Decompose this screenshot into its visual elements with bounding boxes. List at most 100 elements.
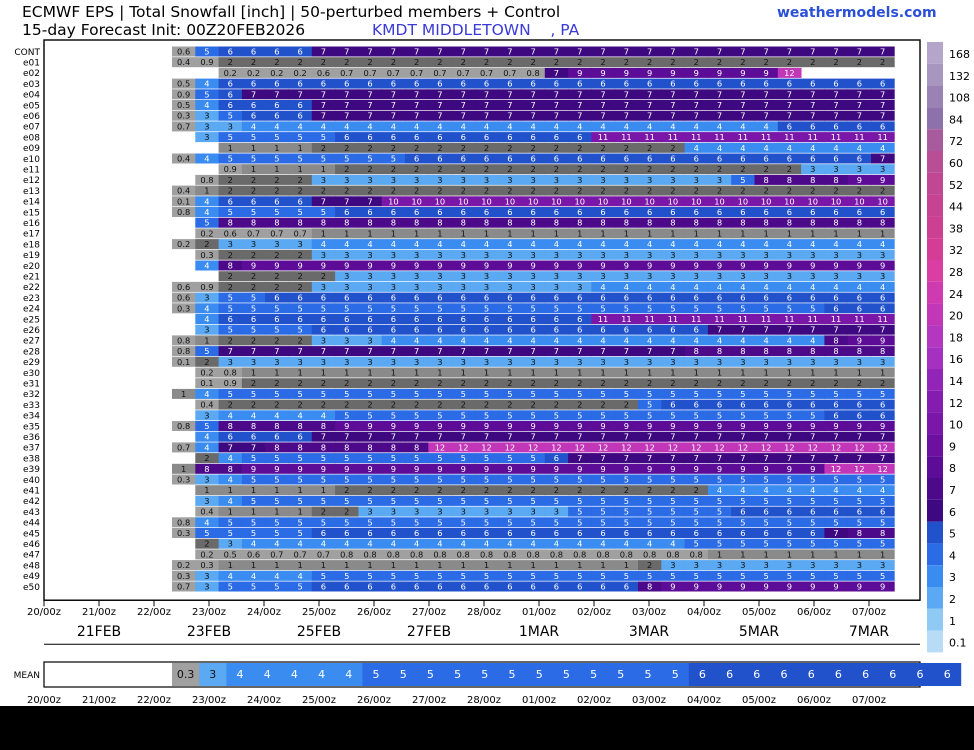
data-cell: [754, 324, 779, 335]
brand-link[interactable]: weathermodels.com: [777, 5, 937, 21]
data-cell: [661, 121, 685, 132]
cell-value: 7: [251, 442, 256, 452]
cell-value: 4: [810, 282, 815, 292]
cell-value: 4: [204, 261, 209, 271]
data-cell: [591, 89, 616, 100]
cell-value: 3: [577, 357, 582, 367]
data-cell: [568, 346, 592, 357]
tick-label: 20/00z: [27, 607, 61, 618]
data-cell: [428, 388, 452, 399]
cell-value: 5: [344, 571, 349, 581]
cell-value: 5: [600, 517, 605, 527]
data-cell: [428, 356, 452, 367]
cell-value: 6: [717, 528, 722, 538]
data-cell: [731, 217, 755, 228]
data-cell: [544, 185, 569, 196]
cell-value: 5: [391, 154, 396, 164]
data-cell: [474, 528, 499, 538]
data-cell: [731, 442, 755, 453]
data-cell: [474, 185, 499, 196]
data-cell: [614, 100, 639, 110]
date-label: 3MAR: [629, 624, 670, 640]
colorbar-segment: [927, 129, 943, 151]
cell-value: 7: [717, 89, 722, 99]
cell-value: 1: [577, 368, 582, 378]
cell-value: 8: [507, 218, 512, 228]
data-cell: [684, 378, 709, 389]
data-cell: [777, 207, 802, 217]
cell-value: 4: [531, 121, 536, 131]
data-cell: [288, 378, 313, 389]
data-cell: [335, 378, 359, 389]
data-cell: [405, 174, 429, 185]
data-cell: [824, 249, 849, 260]
data-cell: [358, 303, 383, 314]
data-cell: [568, 89, 592, 100]
cell-value: 2: [624, 400, 629, 410]
data-cell: [474, 174, 499, 185]
cell-value: 0.7: [294, 228, 307, 238]
cell-value: 5: [274, 154, 279, 164]
data-cell: [568, 570, 592, 581]
cell-value: 2: [833, 57, 838, 67]
cell-value: 6: [694, 79, 699, 89]
cell-value: 9: [414, 464, 419, 474]
data-cell: [451, 174, 476, 185]
cell-value: 7: [484, 100, 489, 110]
date-label: 1MAR: [519, 624, 560, 640]
cell-value: 2: [577, 164, 582, 174]
data-cell: [638, 581, 662, 592]
data-cell: [614, 474, 639, 485]
data-cell: [754, 399, 779, 410]
cell-value: 6: [764, 507, 769, 517]
data-cell: [638, 378, 662, 389]
data-cell: [195, 303, 219, 314]
cell-value: 5: [507, 496, 512, 506]
cell-value: 7: [670, 432, 675, 442]
cell-value: 9: [531, 261, 536, 271]
cell-value: 8: [274, 218, 279, 228]
data-cell: [544, 89, 569, 100]
data-cell: [824, 217, 849, 228]
cell-value: 3: [461, 271, 466, 281]
cell-value: 6: [857, 293, 862, 303]
cell-value: 5: [228, 293, 233, 303]
data-cell: [847, 474, 872, 485]
cell-value: 2: [577, 400, 582, 410]
data-cell: [428, 463, 452, 474]
data-cell: [824, 228, 849, 239]
data-cell: [498, 346, 522, 357]
data-cell: [614, 378, 639, 389]
data-cell: [568, 314, 592, 324]
cell-value: 3: [624, 175, 629, 185]
mean-cell: [906, 663, 934, 686]
data-cell: [405, 453, 429, 464]
cell-value: 9: [833, 261, 838, 271]
data-cell: [218, 174, 243, 185]
cell-value: 2: [577, 485, 582, 495]
cell-value: 1: [670, 228, 675, 238]
cell-value: 6: [857, 410, 862, 420]
data-cell: [335, 549, 359, 560]
data-cell: [801, 560, 825, 571]
data-cell: [451, 303, 476, 314]
cell-value: 2: [461, 164, 466, 174]
data-cell: [241, 506, 266, 517]
cell-value: 9: [367, 421, 372, 431]
data-cell: [591, 560, 616, 571]
data-cell: [591, 67, 616, 78]
cell-value: 7: [391, 432, 396, 442]
data-cell: [241, 549, 266, 560]
cell-value: 6: [321, 325, 326, 335]
data-cell: [614, 356, 639, 367]
cell-value: 5: [391, 571, 396, 581]
data-cell: [731, 174, 755, 185]
cell-value: 3: [321, 250, 326, 260]
data-cell: [405, 346, 429, 357]
data-cell: [591, 228, 616, 239]
cell-value: 9: [670, 421, 675, 431]
cell-value: 1: [321, 164, 326, 174]
data-cell: [754, 78, 779, 89]
data-cell: [335, 324, 359, 335]
data-cell: [847, 453, 872, 464]
